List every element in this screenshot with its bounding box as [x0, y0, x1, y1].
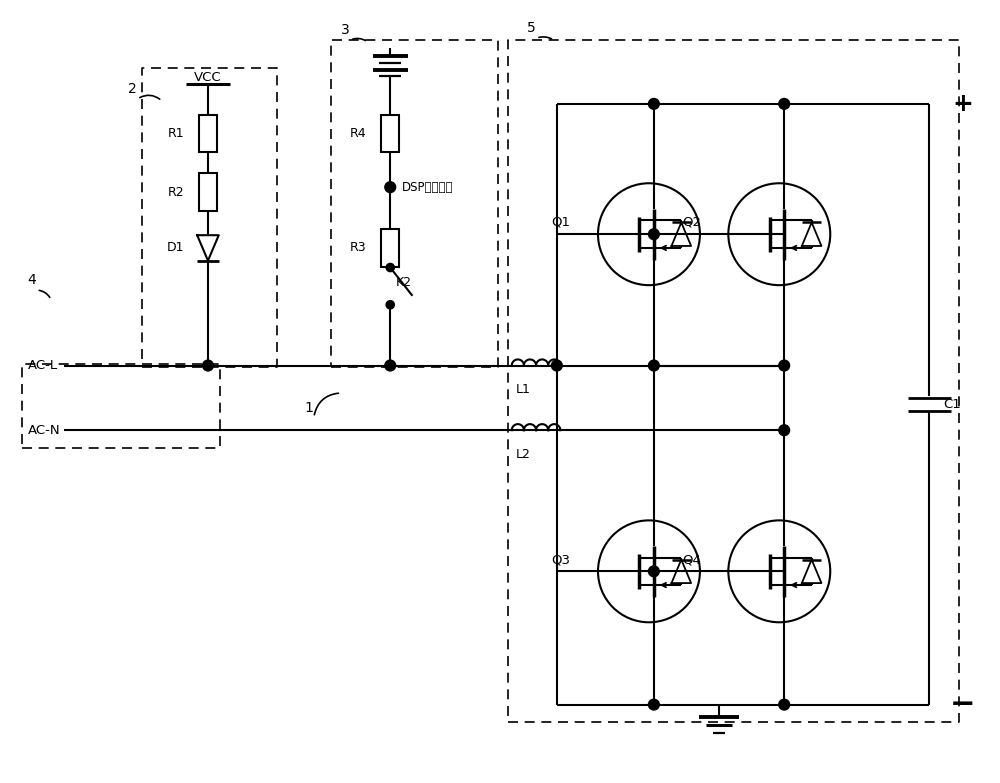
Bar	[199, 114, 217, 152]
Text: L1: L1	[516, 383, 531, 396]
Circle shape	[648, 699, 659, 710]
Circle shape	[203, 360, 213, 371]
Text: R4: R4	[350, 127, 367, 140]
Circle shape	[648, 229, 659, 240]
Text: DSP检测端口: DSP检测端口	[402, 181, 454, 193]
Circle shape	[386, 263, 394, 272]
Circle shape	[551, 360, 562, 371]
Text: −: −	[950, 690, 975, 719]
Bar	[381, 229, 399, 266]
Text: Q3: Q3	[552, 553, 571, 566]
Text: R1: R1	[168, 127, 184, 140]
Circle shape	[648, 99, 659, 110]
Circle shape	[385, 360, 396, 371]
Bar	[381, 114, 399, 152]
Text: Q4: Q4	[682, 553, 701, 566]
Circle shape	[779, 360, 790, 371]
Text: Q2: Q2	[682, 216, 701, 229]
Text: Q1: Q1	[552, 216, 571, 229]
Text: R3: R3	[350, 241, 367, 254]
Circle shape	[779, 699, 790, 710]
Text: AC-N: AC-N	[28, 424, 60, 437]
Text: VCC: VCC	[194, 71, 222, 85]
Circle shape	[648, 566, 659, 577]
Text: AC-L: AC-L	[28, 359, 58, 372]
Text: 1: 1	[304, 401, 313, 415]
Text: D1: D1	[167, 241, 184, 254]
Text: 2: 2	[128, 82, 137, 96]
Text: 4: 4	[27, 273, 36, 287]
Circle shape	[648, 360, 659, 371]
Bar	[199, 174, 217, 211]
Text: +: +	[952, 92, 973, 116]
Circle shape	[779, 425, 790, 435]
Text: R2: R2	[168, 186, 184, 199]
Circle shape	[385, 182, 396, 193]
Text: 5: 5	[527, 21, 536, 35]
Text: 3: 3	[341, 23, 350, 38]
Text: K2: K2	[396, 276, 412, 289]
Circle shape	[386, 301, 394, 309]
Text: C1: C1	[943, 398, 961, 411]
Circle shape	[779, 99, 790, 110]
Text: L2: L2	[516, 448, 531, 461]
